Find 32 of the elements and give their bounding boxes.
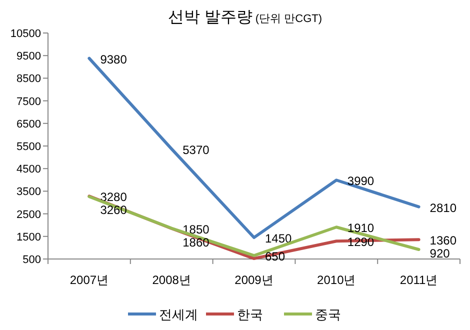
y-tick-label: 8500 — [16, 73, 41, 86]
y-tick-label: 3500 — [16, 186, 41, 198]
data-label: 1360 — [430, 234, 457, 248]
y-tick-label: 5500 — [16, 141, 41, 153]
data-label: 3280 — [100, 190, 128, 204]
data-label: 3990 — [347, 174, 374, 188]
x-tick-label: 2011년 — [400, 273, 438, 287]
x-tick-label: 2010년 — [317, 273, 356, 287]
data-label: 1450 — [265, 232, 292, 246]
y-tick-label: 1500 — [16, 231, 41, 244]
y-tick-label: 6500 — [16, 118, 41, 130]
x-tick-label: 2008년 — [152, 273, 191, 287]
y-tick-label: 7500 — [16, 96, 41, 108]
y-tick-label: 500 — [22, 254, 41, 266]
x-tick-label: 2009년 — [234, 273, 274, 287]
y-tick-label: 2500 — [16, 208, 41, 221]
legend-label: 한국 — [237, 307, 263, 322]
data-label: 5370 — [182, 142, 210, 157]
data-label: 1910 — [347, 221, 374, 236]
y-tick-label: 10500 — [10, 28, 41, 40]
chart-subtitle: (단위 만CGT) — [255, 13, 322, 25]
data-label: 9380 — [100, 52, 128, 66]
data-label: 1860 — [182, 235, 210, 250]
data-label: 3260 — [100, 203, 128, 218]
y-tick-label: 4500 — [16, 164, 41, 176]
legend-label: 중국 — [315, 307, 341, 322]
data-label: 2810 — [430, 200, 457, 215]
y-tick-label: 9500 — [16, 50, 41, 63]
legend-label: 전세계 — [159, 307, 198, 322]
chart-title: 선박 발주량 — [168, 9, 252, 26]
x-tick-label: 2007년 — [70, 273, 109, 287]
data-label: 920 — [430, 246, 450, 261]
